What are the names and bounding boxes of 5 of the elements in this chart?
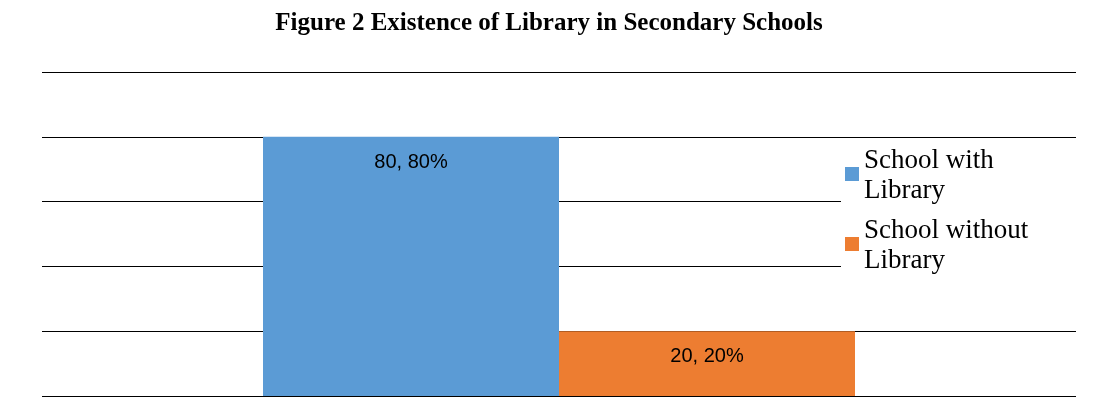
legend-label: School without Library [864,214,1036,274]
data-label: 80, 80% [374,149,448,172]
data-label: 20, 20% [670,344,744,367]
legend-label: School with Library [864,144,1001,204]
chart-title: Figure 2 Existence of Library in Secondary Schools [275,8,823,35]
